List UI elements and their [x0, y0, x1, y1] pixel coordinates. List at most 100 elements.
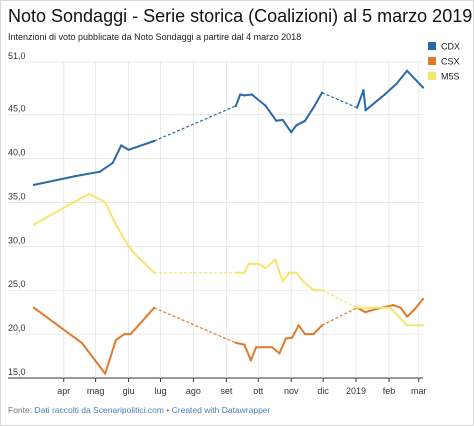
- csx-data-point: [291, 336, 294, 339]
- m5s-data-point: [274, 258, 277, 261]
- cdx-data-point: [234, 104, 238, 107]
- cdx-line-segment: [33, 140, 156, 186]
- x-tick-label: apr: [57, 386, 70, 396]
- cdx-data-point: [239, 93, 242, 96]
- cdx-data-point: [264, 104, 267, 107]
- cdx-data-point: [312, 106, 315, 109]
- m5s-data-point: [421, 324, 425, 327]
- y-tick-label: 35,0: [8, 191, 26, 201]
- y-tick-label: 15,0: [8, 367, 26, 377]
- csx-line-segment: [234, 324, 323, 362]
- csx-data-point: [405, 315, 409, 318]
- cdx-legend-label: CDX: [441, 42, 460, 52]
- m5s-data-point: [243, 271, 246, 274]
- csx-data-point: [312, 333, 315, 336]
- x-tick-label: set: [220, 386, 233, 396]
- csx-line-segment: [33, 306, 156, 375]
- csx-data-point: [243, 343, 246, 346]
- m5s-data-point: [127, 245, 130, 248]
- m5s-data-point: [258, 262, 261, 265]
- m5s-data-point: [295, 271, 298, 274]
- cdx-data-point: [364, 109, 367, 112]
- cdx-data-point: [295, 124, 298, 127]
- cdx-data-point: [421, 86, 425, 89]
- m5s-data-point: [366, 306, 369, 309]
- cdx-data-point: [98, 170, 101, 173]
- m5s-data-point: [312, 289, 315, 292]
- x-tick-label: giu: [123, 386, 135, 396]
- cdx-data-point: [303, 119, 307, 122]
- m5s-data-point: [153, 271, 156, 274]
- csx-legend-swatch: [428, 57, 436, 65]
- cdx-data-point: [111, 161, 114, 165]
- m5s-data-point: [88, 192, 91, 195]
- y-tick-label: 20,0: [8, 323, 26, 333]
- m5s-data-point: [104, 201, 107, 204]
- y-tick-label: 40,0: [8, 148, 26, 158]
- chart-footer: Fonte: Dati raccolti da Scenaripolitici.…: [8, 405, 270, 415]
- csx-data-point: [114, 339, 117, 342]
- csx-data-point: [297, 324, 300, 327]
- m5s-data-point: [134, 254, 138, 257]
- csx-data-point: [373, 308, 376, 311]
- x-tick-label: ago: [186, 386, 201, 396]
- cdx-gap-connector: [321, 92, 358, 109]
- cdx-legend-swatch: [428, 42, 436, 50]
- source-link[interactable]: Dati raccolti da Scenaripolitici.com: [34, 405, 164, 415]
- footer-separator: •: [163, 405, 172, 415]
- csx-data-point: [421, 297, 425, 301]
- legend: CDX CSX M5S: [428, 42, 460, 82]
- cdx-data-point: [383, 93, 386, 96]
- x-tick-label: feb: [383, 386, 396, 396]
- cdx-data-point: [362, 88, 365, 92]
- csx-gap-connector: [321, 307, 358, 326]
- y-tick-label: 45,0: [8, 104, 26, 114]
- csx-legend-label: CSX: [441, 57, 460, 67]
- m5s-legend-label: M5S: [441, 72, 460, 82]
- cdx-data-point: [281, 118, 284, 122]
- m5s-data-point: [356, 306, 359, 309]
- csx-data-point: [129, 333, 132, 336]
- cdx-gap-connector: [153, 105, 237, 142]
- csx-data-point: [413, 308, 416, 311]
- csx-data-point: [80, 341, 83, 344]
- x-tick-label: mag: [87, 386, 105, 396]
- cdx-data-point: [395, 82, 398, 86]
- csx-data-point: [320, 324, 324, 327]
- csx-gap-connector: [153, 307, 237, 344]
- m5s-legend-swatch: [428, 72, 436, 80]
- m5s-line-segment: [234, 258, 323, 292]
- x-tick-label: 2019: [346, 386, 366, 396]
- csx-data-point: [255, 346, 258, 349]
- chart-subtitle: Intenzioni di voto pubblicate da Noto So…: [8, 32, 302, 42]
- csx-data-point: [270, 346, 274, 349]
- cdx-data-point: [356, 106, 359, 109]
- cdx-data-point: [405, 69, 409, 72]
- csx-data-point: [392, 304, 395, 307]
- cdx-data-point: [320, 91, 324, 94]
- series-lines: [32, 69, 425, 375]
- m5s-data-point: [281, 280, 284, 283]
- x-tick-label: dic: [317, 386, 329, 396]
- m5s-data-point: [301, 280, 304, 283]
- y-tick-label: 25,0: [8, 279, 26, 289]
- cdx-data-point: [275, 119, 278, 122]
- x-tick-label: mar: [411, 386, 427, 396]
- gridlines: [8, 61, 423, 382]
- m5s-gap-connector: [321, 289, 358, 309]
- cdx-line-segment: [356, 69, 424, 112]
- m5s-data-point: [320, 289, 324, 292]
- csx-data-point: [399, 306, 402, 309]
- y-axis-ticks: 15,0 20,0 25,0 30,0 35,0 40,0 45,0 51,0: [8, 51, 26, 377]
- m5s-data-point: [247, 262, 250, 265]
- cdx-data-point: [127, 148, 130, 151]
- m5s-data-point: [234, 271, 238, 274]
- m5s-data-point: [388, 306, 392, 309]
- csx-data-point: [123, 333, 126, 336]
- csx-data-point: [364, 311, 367, 314]
- y-tick-label: 51,0: [8, 51, 26, 61]
- datawrapper-credit-link[interactable]: Created with Datawrapper: [171, 405, 271, 415]
- cdx-data-point: [153, 139, 156, 143]
- footer-prefix: Fonte:: [8, 405, 35, 415]
